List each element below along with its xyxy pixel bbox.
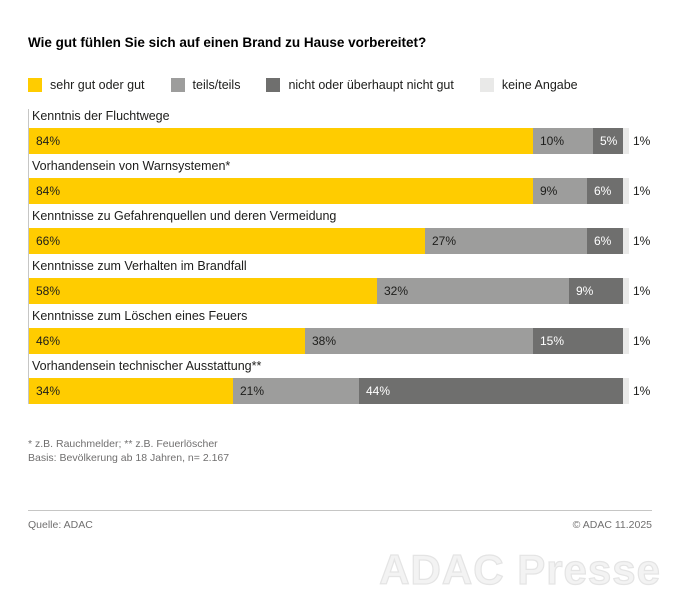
chart-row: Kenntnis der Fluchtwege 84% 10% 5% 1% [29, 109, 652, 154]
segment-value-label-outside: 1% [633, 134, 651, 148]
legend-swatch [28, 78, 42, 92]
legend-label: keine Angabe [501, 78, 578, 92]
segment-value-label: 10% [540, 134, 565, 148]
source-label: Quelle: ADAC [28, 519, 93, 531]
copyright-label: © ADAC 11.2025 [572, 519, 652, 531]
page-title: Wie gut fühlen Sie sich auf einen Brand … [28, 35, 427, 50]
bar-segment: 21% [233, 378, 359, 404]
bar-row: 34% 21% 44% 1% [29, 378, 652, 404]
bar-segment: 58% [29, 278, 377, 304]
segment-value-label-outside: 1% [633, 184, 651, 198]
footnote-line-1: * z.B. Rauchmelder; ** z.B. Feuerlöscher [28, 438, 218, 450]
stacked-bar: 84% 9% 6% [29, 178, 629, 204]
bar-segment: 32% [377, 278, 569, 304]
bar-row: 84% 9% 6% 1% [29, 178, 652, 204]
bar-segment: 6% [587, 228, 623, 254]
segment-value-label: 27% [432, 234, 457, 248]
stacked-bar: 58% 32% 9% [29, 278, 629, 304]
legend-item: keine Angabe [479, 78, 578, 92]
segment-value-label: 38% [312, 334, 337, 348]
footer: Quelle: ADAC © ADAC 11.2025 [28, 519, 652, 531]
bar-segment: 44% [359, 378, 623, 404]
segment-value-label: 21% [240, 384, 265, 398]
bar-segment: 84% [29, 178, 533, 204]
legend-swatch [266, 78, 281, 92]
bar-segment: 38% [305, 328, 533, 354]
bar-row: 66% 27% 6% 1% [29, 228, 652, 254]
footnotes: * z.B. Rauchmelder; ** z.B. Feuerlöscher… [28, 437, 652, 465]
segment-value-label: 84% [36, 134, 61, 148]
bar-segment [623, 178, 629, 204]
segment-value-label: 6% [594, 234, 612, 248]
bar-segment: 27% [425, 228, 587, 254]
bar-segment: 34% [29, 378, 233, 404]
segment-value-label: 9% [576, 284, 594, 298]
bar-segment: 9% [569, 278, 623, 304]
segment-value-label: 34% [36, 384, 61, 398]
chart-row: Kenntnisse zum Löschen eines Feuers 46% 38… [29, 309, 652, 354]
segment-value-label-outside: 1% [633, 334, 651, 348]
segment-value-label: 5% [600, 134, 618, 148]
category-label: Kenntnisse zu Gefahrenquellen und deren … [32, 209, 337, 223]
segment-value-label: 84% [36, 184, 61, 198]
bar-segment [623, 228, 629, 254]
segment-value-label-outside: 1% [633, 234, 651, 248]
bar-segment [623, 278, 629, 304]
segment-value-label: 66% [36, 234, 61, 248]
watermark: ADAC Presse [379, 545, 661, 593]
bar-segment [623, 128, 629, 154]
bar-segment: 5% [593, 128, 623, 154]
bar-segment: 84% [29, 128, 533, 154]
segment-value-label: 9% [540, 184, 558, 198]
bar-segment [623, 378, 629, 404]
segment-value-label: 58% [36, 284, 61, 298]
bar-segment: 6% [587, 178, 623, 204]
segment-value-label-outside: 1% [633, 284, 651, 298]
category-label: Vorhandensein technischer Ausstattung** [32, 359, 262, 373]
segment-value-label-outside: 1% [633, 384, 651, 398]
category-label: Kenntnisse zum Verhalten im Brandfall [32, 259, 247, 273]
segment-value-label: 15% [540, 334, 565, 348]
legend-label: nicht oder überhaupt nicht gut [288, 78, 454, 92]
chart-row: Kenntnisse zum Verhalten im Brandfall 58%… [29, 259, 652, 304]
segment-value-label: 6% [594, 184, 612, 198]
stacked-bar-chart: Kenntnis der Fluchtwege 84% 10% 5% 1% Vorhand… [28, 109, 652, 404]
stacked-bar: 34% 21% 44% [29, 378, 629, 404]
legend-swatch [479, 78, 494, 92]
footnote-line-2: Basis: Bevölkerung ab 18 Jahren, n= 2.16… [28, 452, 230, 464]
bar-segment [623, 328, 629, 354]
legend-item: nicht oder überhaupt nicht gut [266, 78, 454, 92]
chart-row: Vorhandensein technischer Ausstattung** 3… [29, 359, 652, 404]
legend-swatch [170, 78, 185, 92]
segment-value-label: 46% [36, 334, 61, 348]
category-label: Kenntnis der Fluchtwege [32, 109, 170, 123]
stacked-bar: 66% 27% 6% [29, 228, 629, 254]
bar-segment: 66% [29, 228, 425, 254]
segment-value-label: 44% [366, 384, 391, 398]
divider-line [28, 510, 652, 511]
legend-label: teils/teils [192, 78, 241, 92]
bar-segment: 15% [533, 328, 623, 354]
legend-label: sehr gut oder gut [50, 78, 145, 92]
category-label: Vorhandensein von Warnsystemen* [32, 159, 231, 173]
bar-row: 46% 38% 15% 1% [29, 328, 652, 354]
bar-row: 58% 32% 9% 1% [29, 278, 652, 304]
legend: sehr gut oder gut teils/teils nicht oder ü… [28, 78, 652, 92]
category-label: Kenntnisse zum Löschen eines Feuers [32, 309, 248, 323]
chart-row: Vorhandensein von Warnsystemen* 84% 9% 6% 1% [29, 159, 652, 204]
stacked-bar: 84% 10% 5% [29, 128, 629, 154]
legend-item: teils/teils [170, 78, 241, 92]
bar-row: 84% 10% 5% 1% [29, 128, 652, 154]
chart-row: Kenntnisse zu Gefahrenquellen und deren … [29, 209, 652, 254]
legend-item: sehr gut oder gut [28, 78, 145, 92]
bar-segment: 10% [533, 128, 593, 154]
segment-value-label: 32% [384, 284, 409, 298]
bar-segment: 46% [29, 328, 305, 354]
bar-segment: 9% [533, 178, 587, 204]
stacked-bar: 46% 38% 15% [29, 328, 629, 354]
